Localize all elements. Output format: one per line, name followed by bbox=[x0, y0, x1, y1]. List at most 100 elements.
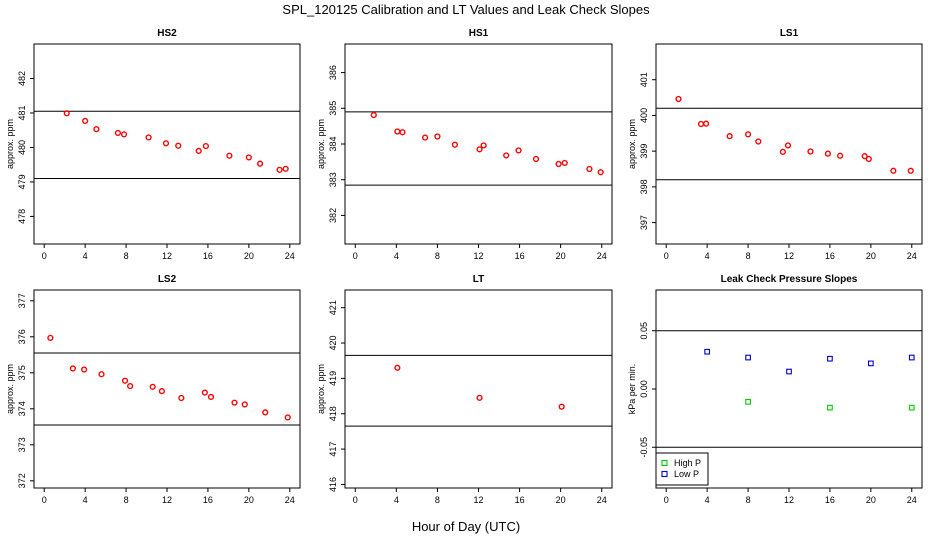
plot-frame bbox=[344, 43, 613, 245]
plot-frame bbox=[344, 289, 613, 489]
panel-2: HS1 0 4 8 12 16 20 24 382 383 384 385 386 approx. ppm bbox=[316, 28, 613, 261]
legend-label: High P bbox=[674, 458, 701, 468]
x-tick-label: 0 bbox=[664, 495, 669, 505]
data-point bbox=[867, 360, 874, 367]
x-tick-label: 4 bbox=[394, 495, 399, 505]
data-point bbox=[82, 117, 89, 124]
y-tick-label: 420 bbox=[328, 336, 338, 351]
data-point bbox=[282, 165, 289, 172]
panel-title: HS1 bbox=[469, 28, 489, 39]
y-tick-label: 417 bbox=[328, 442, 338, 457]
panel-title: LT bbox=[473, 274, 484, 285]
y-tick-label: 376 bbox=[17, 329, 27, 344]
data-point bbox=[697, 120, 705, 128]
data-point bbox=[558, 403, 565, 410]
y-tick-label: 0.05 bbox=[639, 322, 649, 340]
x-tick-label: 4 bbox=[705, 251, 710, 261]
y-axis-label: approx. ppm bbox=[316, 119, 326, 169]
x-tick-label: 24 bbox=[597, 251, 607, 261]
panel-title: LS1 bbox=[780, 28, 799, 39]
data-point bbox=[195, 147, 202, 154]
data-point bbox=[145, 134, 152, 141]
panel-title: Leak Check Pressure Slopes bbox=[721, 274, 858, 285]
data-point bbox=[704, 348, 711, 355]
y-tick-label: 400 bbox=[639, 108, 649, 123]
y-tick-label: 383 bbox=[328, 172, 338, 187]
y-tick-label: 401 bbox=[639, 72, 649, 87]
x-tick-label: 8 bbox=[124, 495, 129, 505]
x-tick-label: 0 bbox=[353, 495, 358, 505]
x-tick-label: 4 bbox=[705, 495, 710, 505]
y-tick-label: 481 bbox=[17, 105, 27, 120]
data-point bbox=[158, 388, 165, 395]
data-point bbox=[394, 128, 401, 135]
x-tick-label: 8 bbox=[746, 251, 751, 261]
y-tick-label: 386 bbox=[328, 65, 338, 80]
data-point bbox=[779, 148, 786, 155]
data-point bbox=[865, 155, 872, 163]
data-point bbox=[476, 394, 483, 401]
x-tick-label: 20 bbox=[556, 251, 566, 261]
data-point bbox=[675, 95, 682, 103]
data-point bbox=[908, 404, 915, 411]
data-point bbox=[98, 371, 105, 378]
data-point bbox=[434, 133, 441, 140]
x-tick-label: 16 bbox=[203, 495, 213, 505]
data-point bbox=[476, 146, 483, 153]
figure-title: SPL_120125 Calibration and LT Values and… bbox=[282, 2, 650, 17]
data-point bbox=[276, 166, 283, 173]
x-tick-label: 12 bbox=[784, 251, 794, 261]
data-point bbox=[262, 409, 269, 416]
x-tick-label: 0 bbox=[42, 251, 47, 261]
x-tick-label: 16 bbox=[825, 251, 835, 261]
panel-4: LS2 0 4 8 12 16 20 24 372 373 374 375 376 377 approx. … bbox=[5, 274, 301, 505]
data-point bbox=[93, 126, 100, 133]
data-point bbox=[827, 404, 833, 411]
data-point bbox=[827, 355, 833, 362]
panel-3: LS1 0 4 8 12 16 20 24 397 398 399 400 401 approx. ppm bbox=[627, 28, 923, 261]
y-tick-label: 384 bbox=[328, 136, 338, 151]
data-point bbox=[807, 148, 814, 155]
data-point bbox=[245, 154, 252, 161]
x-axis-label: Hour of Day (UTC) bbox=[412, 519, 520, 534]
y-tick-label: 385 bbox=[328, 101, 338, 116]
data-point bbox=[744, 131, 752, 138]
data-point bbox=[784, 142, 792, 149]
data-point bbox=[890, 167, 897, 174]
y-tick-label: 482 bbox=[17, 71, 27, 86]
x-tick-label: 16 bbox=[203, 251, 213, 261]
y-tick-label: 419 bbox=[328, 371, 338, 386]
x-tick-label: 20 bbox=[866, 251, 876, 261]
x-tick-label: 16 bbox=[825, 495, 835, 505]
x-tick-label: 4 bbox=[83, 251, 88, 261]
data-point bbox=[121, 377, 129, 384]
legend-label: Low P bbox=[674, 469, 699, 479]
x-tick-label: 0 bbox=[664, 251, 669, 261]
x-tick-label: 20 bbox=[866, 495, 876, 505]
data-point bbox=[703, 120, 710, 127]
data-point bbox=[175, 142, 182, 149]
data-point bbox=[399, 129, 406, 136]
data-point bbox=[861, 153, 868, 160]
data-point bbox=[162, 140, 170, 147]
data-point bbox=[120, 131, 128, 138]
legend-swatch bbox=[661, 470, 668, 478]
data-point bbox=[370, 111, 377, 119]
y-tick-label: 478 bbox=[17, 209, 27, 224]
data-point bbox=[241, 401, 248, 408]
y-tick-label: 480 bbox=[17, 140, 27, 155]
y-tick-label: 398 bbox=[639, 179, 649, 194]
data-point bbox=[149, 383, 156, 390]
x-tick-label: 16 bbox=[515, 251, 525, 261]
data-point bbox=[63, 110, 70, 117]
data-point bbox=[207, 393, 215, 401]
x-tick-label: 4 bbox=[394, 251, 399, 261]
panel-1: HS2 0 4 8 12 16 20 24 478 479 480 481 482 approx. ppm bbox=[5, 28, 301, 261]
y-tick-label: 479 bbox=[17, 174, 27, 189]
y-axis-label: approx. ppm bbox=[5, 364, 15, 414]
data-point bbox=[284, 414, 291, 421]
plot-frame bbox=[33, 289, 301, 489]
data-point bbox=[597, 169, 604, 176]
